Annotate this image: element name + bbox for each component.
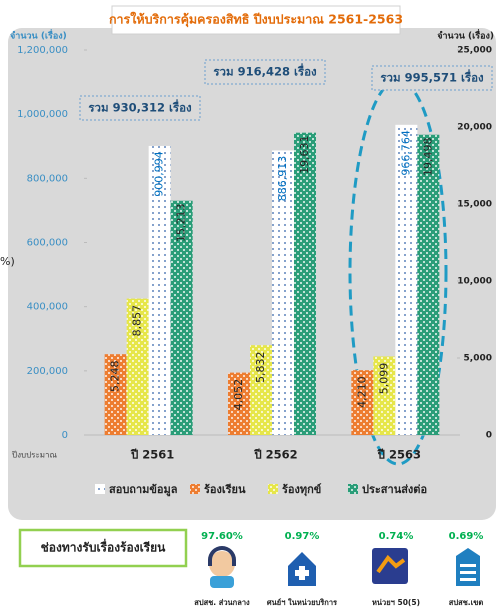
y-tick-label: 1,200,000: [17, 45, 68, 56]
y2-tick-label: 5,000: [464, 354, 492, 364]
y-tick-label: 600,000: [27, 238, 68, 249]
x-axis-label: ปีงบประมาณ: [11, 451, 57, 460]
channels-box: [18, 528, 188, 568]
channels-title: ช่องทางรับเรื่องร้องเรียน: [41, 539, 166, 555]
channel-label: หน่วยฯ 50(5): [372, 598, 420, 607]
annotation: รวม 930,312 เรื่อง: [88, 99, 192, 115]
y-tick-label: 0: [62, 430, 68, 441]
channel-label: สปสช.เขต: [449, 598, 484, 607]
y2-tick-label: 10,000: [457, 277, 492, 287]
annotation: รวม 995,571 เรื่อง: [380, 69, 484, 85]
channel-percent: 0.74%: [379, 531, 414, 542]
y2-tick-label: 25,000: [457, 46, 492, 56]
icon-hospital: [288, 552, 316, 586]
legend-swatch: [268, 484, 278, 494]
legend-swatch: [348, 484, 358, 494]
value-label: 15,213: [175, 203, 188, 242]
annotation: รวม 916,428 เรื่อง: [213, 63, 317, 79]
value-label: 4,210: [355, 376, 368, 408]
x-tick-label: ปี 2563: [377, 448, 421, 462]
bar: [294, 132, 316, 435]
title-box: [111, 5, 401, 35]
value-label: 900,994: [153, 151, 166, 197]
value-label: 5,832: [254, 351, 267, 383]
icon-building: [456, 548, 480, 586]
value-label: 886,913: [276, 156, 289, 202]
x-tick-label: ปี 2562: [254, 448, 298, 462]
bar: [170, 200, 193, 435]
legend-label: ร้องเรียน: [204, 483, 246, 496]
channel-label: สปสช. ส่วนกลาง: [194, 598, 250, 607]
y-tick-label: 200,000: [27, 366, 68, 377]
x-tick-label: ปี 2561: [130, 448, 174, 462]
annotation-box: [371, 65, 493, 91]
channel-percent: 0.97%: [285, 531, 320, 542]
stray-text: %): [0, 255, 15, 268]
y2-tick-label: 20,000: [457, 123, 492, 133]
bar: [228, 372, 250, 435]
value-label: 5,099: [377, 363, 390, 395]
channel-label: ศนย์ฯ ในหน่วยบริการ: [267, 598, 338, 607]
annotation-box: [204, 59, 326, 85]
bar: [373, 356, 396, 435]
value-label: 19,631: [298, 135, 311, 174]
channel-percent: 97.60%: [201, 531, 243, 542]
channel-percent: 0.69%: [449, 531, 484, 542]
legend-label: สอบถามข้อมูล: [109, 483, 178, 497]
legend-swatch: [190, 484, 200, 494]
icon-unit: [372, 548, 408, 584]
bar: [104, 354, 127, 435]
y-tick-label: 800,000: [27, 173, 68, 184]
icon-callcenter: [208, 546, 236, 588]
value-label: 19,498: [421, 137, 434, 176]
value-label: 5,248: [109, 360, 122, 392]
bar: [417, 134, 440, 435]
legend-label: ประสานส่งต่อ: [362, 483, 427, 496]
bar: [126, 298, 149, 435]
bar: [272, 150, 294, 436]
value-label: 966,764: [399, 130, 412, 176]
y-axis-label: จำนวน (เรื่อง): [10, 29, 67, 42]
bar: [148, 145, 171, 435]
legend-swatch: [95, 484, 105, 494]
bar: [395, 124, 418, 435]
chart-title: การให้บริการคุ้มครองสิทธิ ปีงบประมาณ 256…: [109, 12, 403, 28]
y2-tick-label: 0: [486, 431, 492, 441]
annotation-box: [79, 95, 201, 121]
y-tick-label: 400,000: [27, 302, 68, 313]
value-label: 4,052: [232, 379, 245, 411]
value-label: 8,857: [131, 305, 144, 337]
legend-label: ร้องทุกข์: [282, 483, 321, 497]
y2-axis-label: จำนวน (เรื่อง): [437, 29, 494, 42]
bar: [351, 370, 374, 435]
y-tick-label: 1,000,000: [17, 109, 68, 120]
bar: [250, 345, 272, 435]
y2-tick-label: 15,000: [457, 200, 492, 210]
